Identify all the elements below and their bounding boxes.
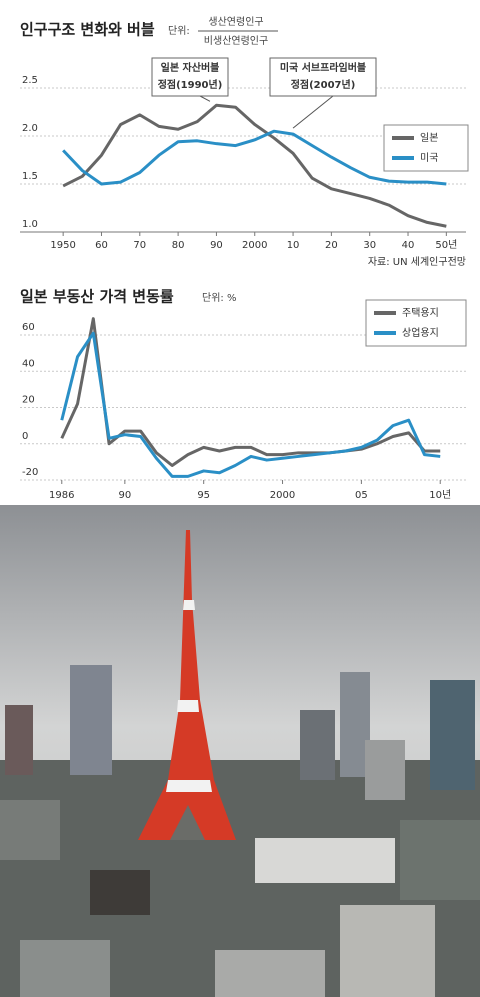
y-tick-label: 2.0 <box>22 123 38 134</box>
annotation-box <box>151 57 229 97</box>
source: 자료: UN 세계인구전망 <box>368 256 466 268</box>
x-tick-label: 90 <box>118 490 131 501</box>
annotation-pointer <box>199 95 211 102</box>
chart-title: 인구구조 변화와 버블 <box>20 21 155 39</box>
annotation-text: 미국 서브프라임버블 <box>280 61 366 74</box>
annotation-box <box>269 57 377 97</box>
annotation-pointer <box>292 95 334 129</box>
x-tick-label: 40 <box>402 240 415 251</box>
unit-label: 단위: <box>168 24 190 37</box>
x-tick-label: 05 <box>355 490 368 501</box>
annotation-text: 일본 자산버블 <box>161 61 220 74</box>
line-series <box>62 103 447 228</box>
unit-numerator: 생산연령인구 <box>208 16 263 28</box>
x-tick-label: 2000 <box>242 240 267 251</box>
line-series <box>60 317 441 467</box>
legend-label: 일본 <box>420 132 438 144</box>
chart-title: 일본 부동산 가격 변동률 <box>20 288 174 306</box>
legend-label: 상업용지 <box>402 326 439 339</box>
x-tick-label: 1986 <box>49 490 74 501</box>
unit-denominator: 비생산연령인구 <box>204 35 268 47</box>
y-tick-label: 1.0 <box>22 219 38 230</box>
x-tick-label: 80 <box>172 240 185 251</box>
x-tick-label: 70 <box>133 240 146 251</box>
unit-label: 단위: % <box>202 291 236 304</box>
y-tick-label: -20 <box>22 467 38 478</box>
annotation-text: 정점(2007년) <box>291 78 356 91</box>
x-tick-label: 95 <box>197 490 210 501</box>
x-tick-label: 2000 <box>270 490 295 501</box>
y-tick-label: 60 <box>22 322 35 333</box>
x-tick-label: 90 <box>210 240 223 251</box>
line-series <box>62 129 447 186</box>
x-tick-label: 10 <box>287 240 300 251</box>
y-tick-label: 2.5 <box>22 75 38 86</box>
x-tick-label: 1950 <box>50 240 75 251</box>
x-tick-label: 30 <box>363 240 376 251</box>
y-tick-label: 1.5 <box>22 171 38 182</box>
line-series <box>60 331 441 478</box>
x-tick-label: 10년 <box>429 489 451 501</box>
x-tick-label: 60 <box>95 240 108 251</box>
legend-box <box>383 124 469 172</box>
photo <box>0 505 480 997</box>
annotation-text: 정점(1990년) <box>158 78 223 91</box>
x-tick-label: 20 <box>325 240 338 251</box>
legend-box <box>365 299 467 347</box>
y-tick-label: 20 <box>22 395 35 406</box>
y-tick-label: 40 <box>22 358 35 369</box>
x-tick-label: 50년 <box>435 239 457 251</box>
legend-label: 미국 <box>420 152 438 164</box>
legend-label: 주택용지 <box>402 307 439 319</box>
y-tick-label: 0 <box>22 431 28 442</box>
